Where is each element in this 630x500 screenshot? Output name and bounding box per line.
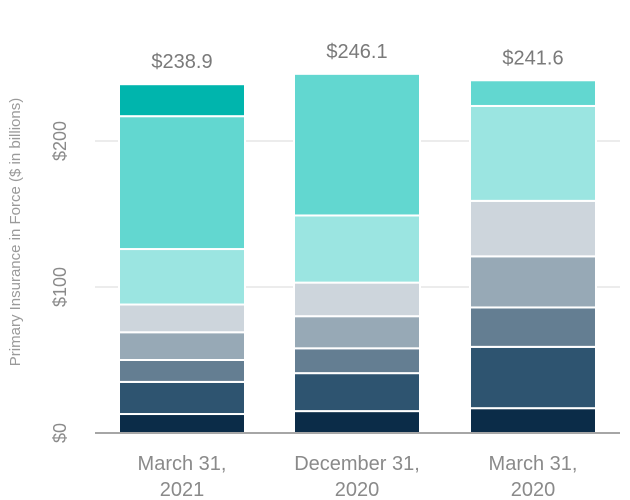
y-tick-labels: $0 $100 $200 — [50, 121, 70, 443]
x-category-label: 2020 — [511, 479, 556, 500]
bar-segment — [469, 306, 597, 348]
bar-segment — [118, 413, 246, 434]
bar-segment — [293, 315, 421, 350]
bar-segment — [293, 281, 421, 318]
bar-segment — [118, 359, 246, 383]
category-labels: March 31, 2021 December 31, 2020 March 31, 20… — [138, 453, 578, 500]
bar-segment — [469, 407, 597, 434]
bar-segment — [118, 303, 246, 334]
bar-segment — [118, 380, 246, 416]
bars — [118, 72, 597, 435]
y-tick-label: $200 — [50, 121, 70, 161]
x-category-label: 2020 — [335, 479, 380, 500]
bar-segment — [293, 372, 421, 413]
bar-total-label: $246.1 — [326, 41, 387, 63]
bar-segment — [118, 331, 246, 362]
bar-segment — [293, 214, 421, 284]
bar-segment — [118, 115, 246, 251]
y-tick-label: $100 — [50, 267, 70, 307]
bar-segment — [469, 199, 597, 258]
y-axis-label: Primary Insurance in Force ($ in billion… — [7, 98, 24, 366]
x-category-label: 2021 — [160, 479, 205, 500]
x-category-label: March 31, — [489, 453, 578, 475]
bar-segment — [118, 248, 246, 306]
bar-segment — [469, 345, 597, 410]
bar-total-label: $238.9 — [151, 51, 212, 73]
bar-segment — [293, 410, 421, 435]
bar-segment — [293, 347, 421, 375]
bar-segment — [118, 83, 246, 118]
bar-segment — [469, 255, 597, 309]
bar-total-label: $241.6 — [502, 47, 563, 69]
y-tick-label: $0 — [50, 423, 70, 443]
x-category-label: December 31, — [294, 453, 420, 475]
x-category-label: March 31, — [138, 453, 227, 475]
bar-segment — [469, 104, 597, 202]
bar-segment — [469, 79, 597, 107]
bar-segment — [293, 72, 421, 217]
total-labels: $238.9 $246.1 $241.6 — [151, 41, 563, 73]
